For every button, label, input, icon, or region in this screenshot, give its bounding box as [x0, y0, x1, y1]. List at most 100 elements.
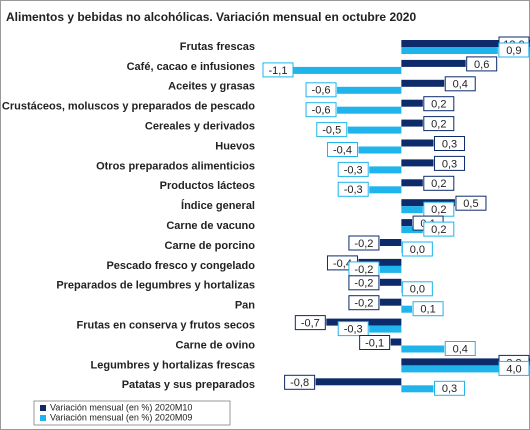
- value-label-box: [466, 56, 498, 72]
- bar: [358, 146, 402, 154]
- bar: [369, 325, 402, 333]
- category-label: Frutas frescas: [180, 41, 255, 53]
- bar: [401, 246, 402, 253]
- value-label: -0,3: [344, 324, 363, 336]
- value-label-box: [337, 321, 369, 337]
- value-label-box: [412, 301, 444, 317]
- value-label-box: [401, 281, 433, 297]
- value-label-box: [337, 181, 369, 197]
- value-label: 0,2: [431, 204, 446, 216]
- legend: [33, 400, 231, 426]
- bar: [401, 219, 413, 227]
- bar: [401, 47, 498, 54]
- legend-swatch: [40, 415, 46, 421]
- category-label: Otros preparados alimenticios: [96, 160, 255, 172]
- value-label-box: [359, 335, 391, 350]
- value-label: -0,3: [344, 164, 363, 176]
- labels: 13,90,90,6-1,10,4-0,60,2-0,60,2-0,50,3-0…: [262, 36, 530, 396]
- value-label: -0,4: [333, 144, 352, 156]
- bar: [369, 166, 402, 174]
- value-label-box: [348, 295, 380, 311]
- value-label: 0,2: [431, 119, 446, 131]
- bar: [401, 179, 423, 187]
- value-label: 0,2: [431, 99, 446, 111]
- value-label-box: [305, 102, 337, 118]
- value-label: 0,6: [474, 59, 489, 71]
- bar: [379, 298, 402, 306]
- value-label-box: [316, 122, 348, 138]
- bar: [401, 345, 445, 353]
- bar: [379, 265, 402, 273]
- value-label-box: [423, 221, 455, 237]
- value-label: -0,7: [301, 318, 320, 330]
- category-label: Índice general: [181, 199, 255, 212]
- value-label-box: [262, 62, 294, 78]
- value-label: -0,2: [354, 264, 373, 276]
- category-label: Preparados de legumbres y hortalizas: [56, 280, 255, 292]
- value-label: 0,5: [463, 198, 478, 210]
- value-label: 0,4: [453, 79, 468, 91]
- bar: [401, 285, 402, 293]
- category-label: Aceites y grasas: [168, 81, 255, 93]
- bar: [401, 79, 445, 87]
- value-label-box: [401, 241, 433, 257]
- value-label-box: [348, 275, 380, 291]
- bar: [401, 159, 434, 167]
- value-label-box: [305, 82, 337, 98]
- value-label: 0,2: [431, 224, 446, 236]
- bar: [401, 226, 423, 234]
- category-label: Crustáceos, moluscos y preparados de pes…: [2, 101, 255, 113]
- bar: [401, 358, 530, 366]
- bar: [401, 305, 413, 313]
- value-label-box: [455, 195, 487, 211]
- bar: [401, 139, 434, 147]
- value-label-box: [434, 136, 466, 151]
- value-label: -0,3: [344, 184, 363, 196]
- value-label: -1,1: [269, 65, 288, 77]
- category-label: Productos lácteos: [160, 180, 255, 192]
- category-label: Carne de ovino: [176, 339, 256, 351]
- value-label-box: [294, 315, 326, 331]
- bar: [401, 385, 434, 393]
- bar: [337, 106, 402, 114]
- bar: [401, 40, 530, 47]
- value-label: -0,5: [322, 125, 341, 137]
- value-label-box: [423, 175, 455, 191]
- value-label: -0,2: [354, 278, 373, 290]
- value-label: -0,4: [333, 258, 352, 270]
- category-label: Patatas y sus preparados: [122, 379, 255, 391]
- value-label-box: [337, 161, 369, 177]
- bar: [369, 186, 402, 194]
- bar: [379, 278, 402, 286]
- bar: [401, 99, 423, 107]
- category-label: Cereales y derivados: [145, 121, 255, 133]
- value-label: 0,3: [442, 383, 457, 395]
- value-label-box: [444, 76, 476, 92]
- bar: [379, 239, 402, 246]
- bar: [347, 126, 402, 134]
- category-label: Carne de vacuno: [166, 220, 255, 232]
- value-label: 0,3: [442, 158, 457, 170]
- value-label: 0,0: [410, 284, 425, 296]
- value-label-box: [498, 42, 530, 58]
- category-label: Café, cacao e infusiones: [127, 61, 255, 73]
- value-label-box: [284, 374, 316, 390]
- value-label-box: [444, 341, 476, 356]
- value-label-box: [423, 116, 455, 132]
- bar: [358, 258, 402, 266]
- category-label: Frutas en conserva y frutos secos: [76, 320, 255, 332]
- value-label: 0,0: [410, 244, 425, 256]
- bar: [401, 119, 423, 127]
- value-label-box: [434, 155, 466, 171]
- value-label-box: [498, 360, 530, 376]
- value-label-box: [434, 380, 466, 396]
- value-label: -0,2: [354, 298, 373, 310]
- chart-title: Alimentos y bebidas no alcohólicas. Vari…: [6, 10, 416, 24]
- value-label-box: [348, 235, 380, 251]
- legend-label: Variación mensual (en %) 2020M10: [50, 402, 192, 412]
- value-label-box: [326, 142, 358, 157]
- value-label-box: [423, 96, 455, 112]
- value-label: 0,9: [506, 45, 521, 57]
- legend-label: Variación mensual (en %) 2020M09: [50, 412, 192, 422]
